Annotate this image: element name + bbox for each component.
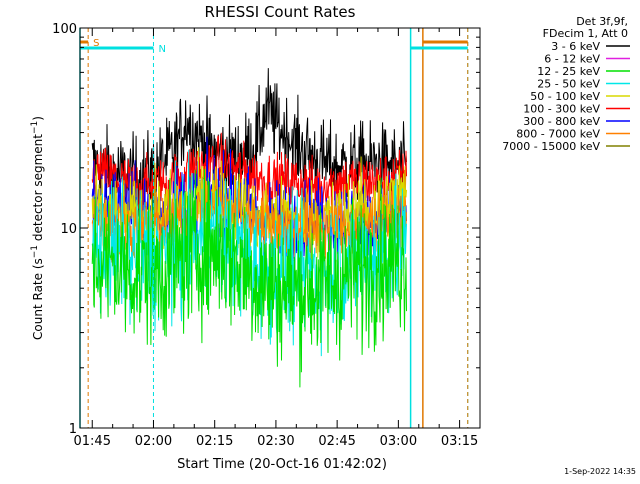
legend-label-25-50-kev: 25 - 50 keV bbox=[537, 78, 600, 91]
x-tick-label-03-15: 03:15 bbox=[441, 434, 478, 449]
legend-label-12-25-kev: 12 - 25 keV bbox=[537, 65, 600, 78]
legend-label-800-7000-kev: 800 - 7000 keV bbox=[516, 128, 600, 141]
x-tick-label-02-15: 02:15 bbox=[196, 434, 233, 449]
y-tick-label-100: 100 bbox=[52, 22, 77, 37]
legend-label-7000-15000-kev: 7000 - 15000 keV bbox=[502, 140, 600, 153]
x-axis-label: Start Time (20-Oct-16 01:42:02) bbox=[177, 457, 387, 472]
y-tick-label-10: 10 bbox=[60, 222, 77, 237]
y-axis-label-part-3: ) bbox=[31, 116, 45, 121]
y-axis-label: Count Rate (s−1 detector segment−1) bbox=[30, 116, 45, 340]
chart-title: RHESSI Count Rates bbox=[205, 3, 356, 21]
legend-label-6-12-kev: 6 - 12 keV bbox=[544, 53, 600, 66]
legend-label-100-300-kev: 100 - 300 keV bbox=[523, 103, 600, 116]
x-tick-label-02-30: 02:30 bbox=[257, 434, 294, 449]
legend-label-300-800-kev: 300 - 800 keV bbox=[523, 115, 600, 128]
legend-label-3-6-kev: 3 - 6 keV bbox=[551, 40, 600, 53]
x-tick-label-03-00: 03:00 bbox=[380, 434, 417, 449]
legend-header-2: FDecim 1, Att 0 bbox=[543, 27, 628, 40]
y-axis-label-part-1: Count Rate (s bbox=[31, 258, 45, 340]
legend-label-50-100-kev: 50 - 100 keV bbox=[530, 90, 600, 103]
y-axis-label-sup-2: −1 bbox=[30, 121, 40, 134]
x-tick-label-01-45: 01:45 bbox=[74, 434, 111, 449]
y-axis-label-sup-1: −1 bbox=[30, 245, 40, 258]
state-label-n: N bbox=[158, 44, 165, 55]
y-axis-label-part-2: detector segment bbox=[31, 134, 45, 245]
plot-timestamp: 1-Sep-2022 14:35 bbox=[564, 467, 636, 476]
x-tick-label-02-45: 02:45 bbox=[318, 434, 355, 449]
x-tick-label-02-00: 02:00 bbox=[135, 434, 172, 449]
